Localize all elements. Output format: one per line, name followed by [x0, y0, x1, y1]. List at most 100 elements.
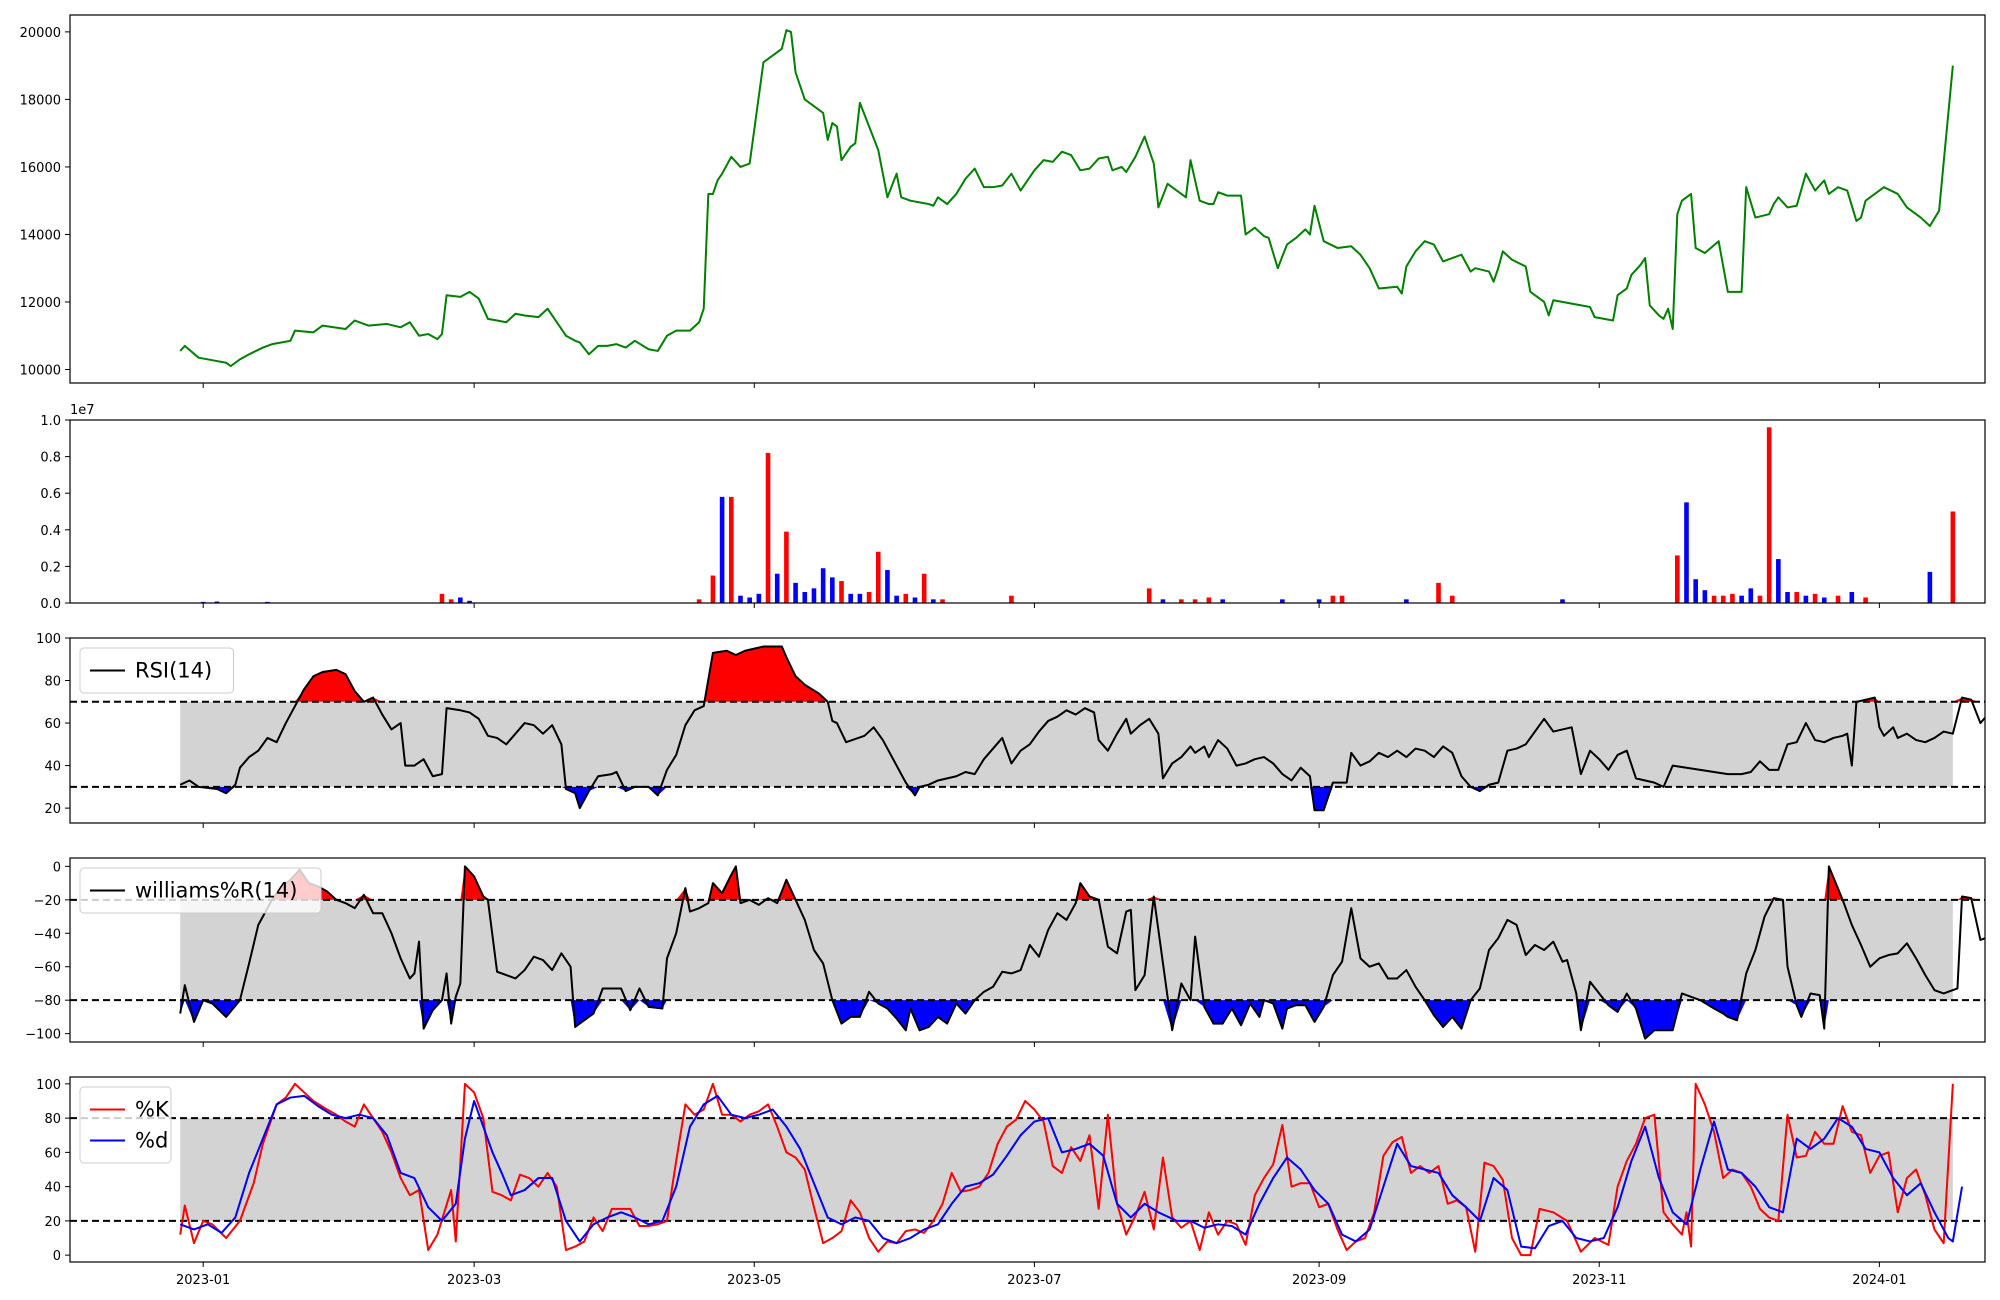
price-ytick-label: 10000	[20, 363, 61, 378]
volume-offset-text: 1e7	[70, 403, 95, 418]
williams-ytick-label: 0	[53, 860, 61, 875]
volume-bar	[1220, 599, 1225, 603]
volume-bar	[931, 599, 936, 603]
volume-bar	[1160, 599, 1166, 603]
volume-bar	[1684, 502, 1689, 603]
volume-bar	[1702, 590, 1708, 603]
volume-bar	[1316, 599, 1322, 603]
williams-overbought-fill	[180, 866, 1985, 900]
volume-bar	[1835, 595, 1841, 603]
price-plot-area	[179, 29, 1954, 368]
rsi-ytick-label: 20	[44, 802, 61, 817]
stochastic-panel: 0 20 40 60 80 100 2023-01 2023-03 2023-05 2023-07…	[36, 1076, 1986, 1288]
volume-bar	[1776, 559, 1781, 603]
volume-bar	[747, 597, 752, 603]
volume-bar	[1821, 597, 1827, 603]
rsi-ytick-label: 40	[44, 760, 61, 775]
volume-bar	[1404, 599, 1409, 603]
volume-bar	[1730, 593, 1735, 603]
volume-bar	[784, 531, 789, 603]
stochastic-plot-area	[70, 1082, 1985, 1257]
volume-bar	[738, 595, 743, 603]
volume-bar	[214, 601, 220, 603]
price-line	[179, 29, 1954, 368]
volume-bar	[728, 496, 734, 603]
volume-bar	[820, 568, 826, 603]
volume-bar	[1950, 511, 1956, 603]
rsi-axes-frame	[69, 637, 1986, 824]
volume-ytick-label: 0.8	[40, 451, 61, 466]
volume-bar	[848, 593, 853, 603]
stochastic-legend-label: %d	[135, 1129, 168, 1153]
volume-bar	[894, 595, 899, 603]
price-ytick-label: 14000	[20, 228, 61, 243]
volume-ytick-label: 0.2	[40, 560, 61, 575]
volume-bar	[1146, 588, 1152, 603]
volume-bar	[1436, 582, 1441, 603]
volume-bar	[1785, 592, 1790, 603]
volume-bar	[857, 593, 863, 603]
price-ytick-label: 20000	[20, 26, 61, 41]
volume-bar	[1794, 592, 1800, 603]
williams-ytick-label: −80	[34, 994, 61, 1009]
xtick-label: 2023-09	[1292, 1273, 1346, 1288]
williams-legend-box	[79, 867, 322, 914]
volume-bar	[1675, 555, 1680, 603]
volume-bar	[1803, 595, 1809, 603]
rsi-plot-area	[70, 645, 1985, 812]
volume-bar	[1206, 597, 1212, 603]
volume-bar	[903, 593, 909, 603]
volume-ytick-label: 0.0	[40, 597, 61, 612]
volume-bar	[458, 597, 463, 603]
volume-ytick-label: 0.6	[40, 487, 61, 502]
volume-bar	[940, 599, 945, 603]
price-ytick-label: 12000	[20, 296, 61, 311]
volume-axes-frame	[69, 419, 1986, 604]
volume-bar	[885, 570, 890, 603]
price-panel: 10000 12000 14000 16000 18000 20000	[20, 14, 1986, 388]
rsi-legend-label: RSI(14)	[135, 659, 212, 683]
xtick-label: 2023-01	[176, 1273, 230, 1288]
volume-bar	[1009, 595, 1014, 603]
volume-bar	[839, 581, 844, 603]
volume-bar	[774, 573, 780, 603]
volume-bar	[1560, 599, 1565, 603]
xtick-label: 2023-07	[1007, 1273, 1061, 1288]
volume-bar	[448, 599, 454, 603]
williams-legend-label: williams%R(14)	[135, 879, 297, 903]
williams-band	[180, 899, 1953, 1001]
volume-bar	[1863, 597, 1868, 603]
stochastic-series-line	[179, 1082, 1954, 1257]
rsi-panel: 20 40 60 80 100 RSI(14)	[36, 632, 1986, 828]
volume-plot-area	[200, 427, 1956, 603]
price-axes-frame	[69, 14, 1986, 384]
volume-bar	[710, 575, 716, 603]
rsi-legend-box	[79, 647, 234, 694]
rsi-ytick-label: 80	[44, 675, 61, 690]
volume-bar	[1766, 427, 1772, 603]
volume-bar	[1739, 595, 1744, 603]
volume-bar	[1927, 571, 1933, 603]
xtick-label: 2023-05	[727, 1273, 781, 1288]
volume-bar	[1179, 599, 1184, 603]
stochastic-ytick-label: 20	[44, 1215, 61, 1230]
volume-bar	[1280, 599, 1285, 603]
volume-bar	[696, 599, 702, 603]
xtick-label: 2024-01	[1852, 1273, 1906, 1288]
rsi-ytick-label: 100	[36, 632, 61, 647]
volume-bar	[1757, 595, 1763, 603]
volume-bar	[921, 573, 927, 603]
volume-bar	[467, 600, 472, 603]
volume-bar	[811, 588, 817, 603]
stochastic-axes-frame	[69, 1076, 1986, 1263]
stochastic-ytick-label: 80	[44, 1112, 61, 1127]
williams-panel: 0 −20 −40 −60 −80 −100 williams%R(14)	[25, 857, 1986, 1047]
volume-bar	[830, 577, 835, 603]
volume-bar	[1330, 595, 1336, 603]
volume-bar	[719, 496, 725, 603]
volume-ytick-label: 0.4	[40, 524, 61, 539]
volume-bar	[866, 592, 872, 603]
volume-bar	[1812, 593, 1818, 603]
